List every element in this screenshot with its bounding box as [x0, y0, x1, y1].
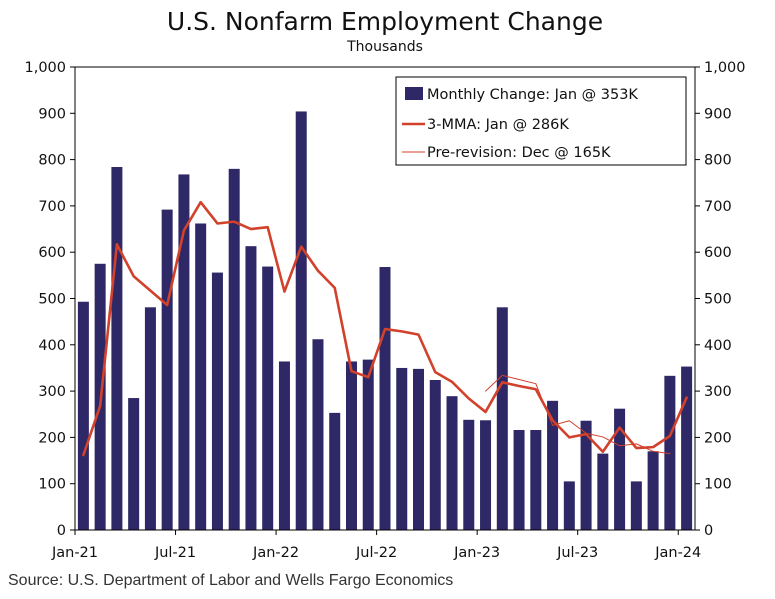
y-tick-left: 200 — [38, 430, 66, 446]
chart-subtitle: Thousands — [346, 39, 423, 55]
bar-mar-21 — [111, 167, 123, 530]
x-tick-label: Jan-23 — [453, 545, 500, 561]
bar-oct-23 — [630, 481, 642, 530]
legend-monthly-change: Monthly Change: Jan @ 353K — [427, 87, 638, 103]
legend-pre-revision: Pre-revision: Dec @ 165K — [427, 145, 611, 161]
bar-dec-21 — [262, 266, 274, 530]
bar-jun-22 — [362, 359, 374, 530]
y-tick-right: 600 — [704, 245, 732, 261]
bar-sep-21 — [211, 272, 223, 530]
bar-jun-21 — [161, 209, 173, 530]
bar-oct-22 — [429, 379, 441, 530]
x-tick-label: Jul-21 — [154, 545, 196, 561]
bar-jan-23 — [480, 420, 492, 530]
bar-jul-22 — [379, 267, 391, 530]
x-tick-label: Jul-23 — [556, 545, 598, 561]
x-tick-label: Jan-24 — [654, 545, 701, 561]
bar-feb-22 — [295, 111, 307, 530]
axes: 0 0 100 100 200 200 300 300 400 400 500 500 600 600 70… — [24, 60, 745, 561]
source-note: Source: U.S. Department of Labor and Wel… — [8, 572, 453, 589]
y-tick-right: 700 — [704, 199, 732, 215]
bar-jul-23 — [580, 420, 592, 530]
bar-aug-21 — [195, 223, 207, 531]
legend-box — [395, 76, 687, 166]
legend-3mma: 3-MMA: Jan @ 286K — [427, 117, 569, 133]
y-tick-left: 1,000 — [24, 60, 66, 76]
bar-apr-23 — [530, 429, 542, 530]
y-tick-left: 400 — [38, 338, 66, 354]
bar-may-22 — [345, 361, 357, 530]
y-tick-right: 800 — [704, 153, 732, 169]
bar-aug-22 — [396, 367, 408, 530]
bar-aug-23 — [597, 453, 609, 530]
y-tick-left: 900 — [38, 106, 66, 122]
bar-jan-22 — [278, 361, 290, 530]
line-pre-revision — [485, 374, 671, 455]
y-tick-left: 600 — [38, 245, 66, 261]
bar-apr-22 — [329, 412, 341, 530]
line-3mma — [82, 200, 688, 457]
bar-jan-24 — [681, 366, 693, 530]
legend-swatch-bar — [405, 87, 423, 100]
y-tick-right: 900 — [704, 106, 732, 122]
bar-apr-21 — [128, 398, 140, 530]
legend: Monthly Change: Jan @ 353K 3-MMA: Jan @ … — [395, 76, 687, 166]
y-tick-left: 700 — [38, 199, 66, 215]
bar-dec-23 — [664, 375, 676, 530]
y-tick-left: 500 — [38, 292, 66, 308]
bar-jan-21 — [77, 301, 89, 530]
y-tick-left: 100 — [38, 477, 66, 493]
bar-nov-23 — [647, 451, 659, 530]
line-series — [82, 200, 688, 457]
bar-nov-21 — [245, 246, 257, 530]
bar-oct-21 — [228, 168, 240, 531]
y-tick-right: 200 — [704, 430, 732, 446]
bar-nov-22 — [446, 396, 458, 530]
y-tick-left: 300 — [38, 384, 66, 400]
bar-may-23 — [547, 400, 559, 530]
bar-mar-22 — [312, 339, 324, 530]
y-tick-right: 0 — [704, 523, 713, 539]
y-tick-right: 500 — [704, 292, 732, 308]
y-tick-left: 800 — [38, 153, 66, 169]
bar-mar-23 — [513, 429, 525, 530]
y-tick-right: 1,000 — [704, 60, 746, 76]
x-tick-label: Jan-22 — [252, 545, 299, 561]
y-tick-right: 400 — [704, 338, 732, 354]
bar-dec-22 — [463, 419, 475, 530]
bar-feb-23 — [496, 307, 508, 530]
y-tick-right: 300 — [704, 384, 732, 400]
bar-sep-22 — [413, 368, 425, 530]
y-tick-left: 0 — [57, 523, 66, 539]
x-tick-label: Jan-21 — [51, 545, 98, 561]
bar-jul-21 — [178, 174, 190, 531]
y-tick-right: 100 — [704, 477, 732, 493]
x-tick-label: Jul-22 — [355, 545, 397, 561]
chart-title: U.S. Nonfarm Employment Change — [167, 7, 603, 36]
bar-sep-23 — [614, 408, 626, 530]
bar-jun-23 — [563, 481, 575, 530]
bar-series — [77, 111, 693, 531]
bar-may-21 — [144, 307, 156, 530]
